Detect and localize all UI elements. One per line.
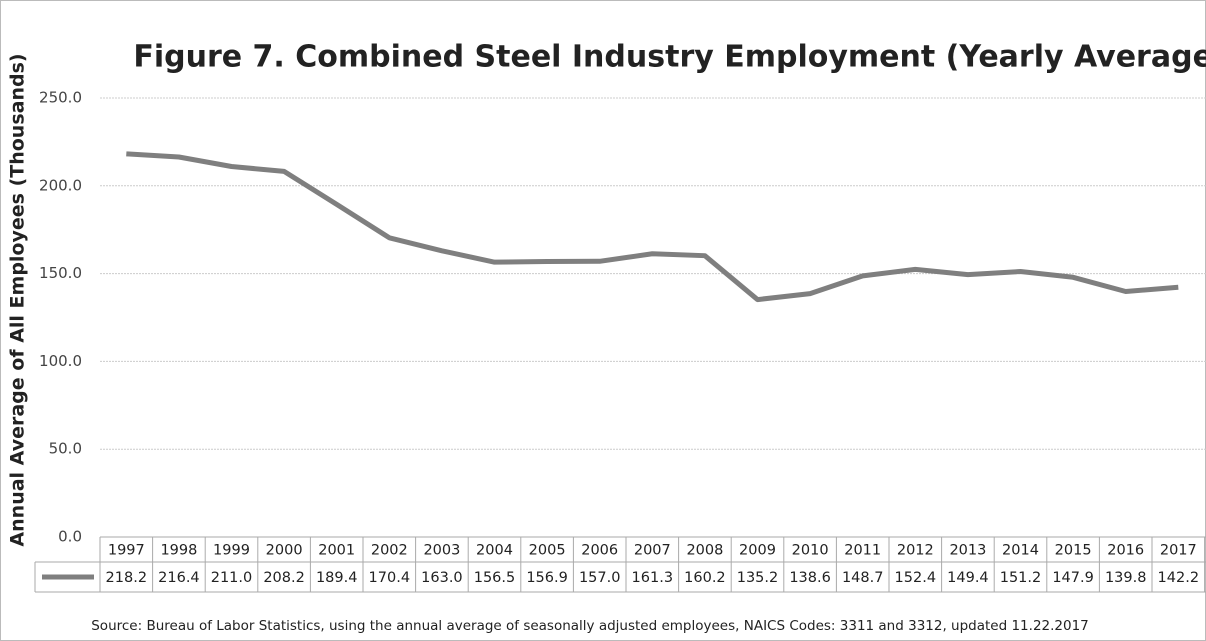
x-tick-label: 2008 bbox=[686, 543, 723, 559]
table-value: 148.7 bbox=[842, 570, 884, 586]
table-value: 152.4 bbox=[895, 570, 937, 586]
table-value: 216.4 bbox=[158, 570, 200, 586]
y-tick-label: 150.0 bbox=[39, 264, 82, 282]
x-tick-label: 2011 bbox=[844, 543, 881, 559]
x-tick-label: 2000 bbox=[266, 543, 303, 559]
x-tick-label: 2003 bbox=[423, 543, 460, 559]
table-value: 135.2 bbox=[737, 570, 779, 586]
table-value: 208.2 bbox=[263, 570, 305, 586]
table-value: 138.6 bbox=[789, 570, 831, 586]
table-value: 161.3 bbox=[632, 570, 674, 586]
x-tick-label: 2001 bbox=[318, 543, 355, 559]
table-value: 149.4 bbox=[947, 570, 989, 586]
table-value: 211.0 bbox=[211, 570, 253, 586]
x-tick-label: 2013 bbox=[949, 543, 986, 559]
table-value: 189.4 bbox=[316, 570, 358, 586]
x-tick-label: 2006 bbox=[581, 543, 618, 559]
x-tick-label: 2012 bbox=[897, 543, 934, 559]
x-tick-label: 1997 bbox=[108, 543, 145, 559]
table-value: 156.9 bbox=[526, 570, 568, 586]
x-tick-label: 2017 bbox=[1160, 543, 1197, 559]
x-tick-label: 2016 bbox=[1107, 543, 1144, 559]
x-tick-label: 1999 bbox=[213, 543, 250, 559]
table-value: 139.8 bbox=[1105, 570, 1147, 586]
x-tick-label: 2007 bbox=[634, 543, 671, 559]
table-value: 218.2 bbox=[106, 570, 148, 586]
table-value: 142.2 bbox=[1158, 570, 1200, 586]
x-tick-label: 2009 bbox=[739, 543, 776, 559]
x-tick-label: 2002 bbox=[371, 543, 408, 559]
y-tick-label: 0.0 bbox=[58, 528, 82, 546]
table-value: 157.0 bbox=[579, 570, 621, 586]
table-value: 160.2 bbox=[684, 570, 726, 586]
x-tick-label: 2004 bbox=[476, 543, 513, 559]
x-tick-label: 2010 bbox=[792, 543, 829, 559]
y-tick-label: 50.0 bbox=[49, 440, 82, 458]
line-series bbox=[126, 151, 1179, 303]
x-tick-label: 2014 bbox=[1002, 543, 1039, 559]
y-tick-label: 100.0 bbox=[39, 352, 82, 370]
y-tick-label: 200.0 bbox=[39, 176, 82, 194]
chart-title: Figure 7. Combined Steel Industry Employ… bbox=[133, 40, 1206, 75]
x-tick-label: 2015 bbox=[1055, 543, 1092, 559]
y-axis-label: Annual Average of All Employees (Thousan… bbox=[7, 53, 29, 546]
x-tick-label: 2005 bbox=[529, 543, 566, 559]
table-value: 156.5 bbox=[474, 570, 516, 586]
table-value: 147.9 bbox=[1052, 570, 1094, 586]
source-note: Source: Bureau of Labor Statistics, usin… bbox=[91, 618, 1089, 634]
table-value: 151.2 bbox=[1000, 570, 1042, 586]
table-value: 163.0 bbox=[421, 570, 463, 586]
y-tick-label: 250.0 bbox=[39, 89, 82, 107]
x-tick-label: 1998 bbox=[160, 543, 197, 559]
table-value: 170.4 bbox=[369, 570, 411, 586]
